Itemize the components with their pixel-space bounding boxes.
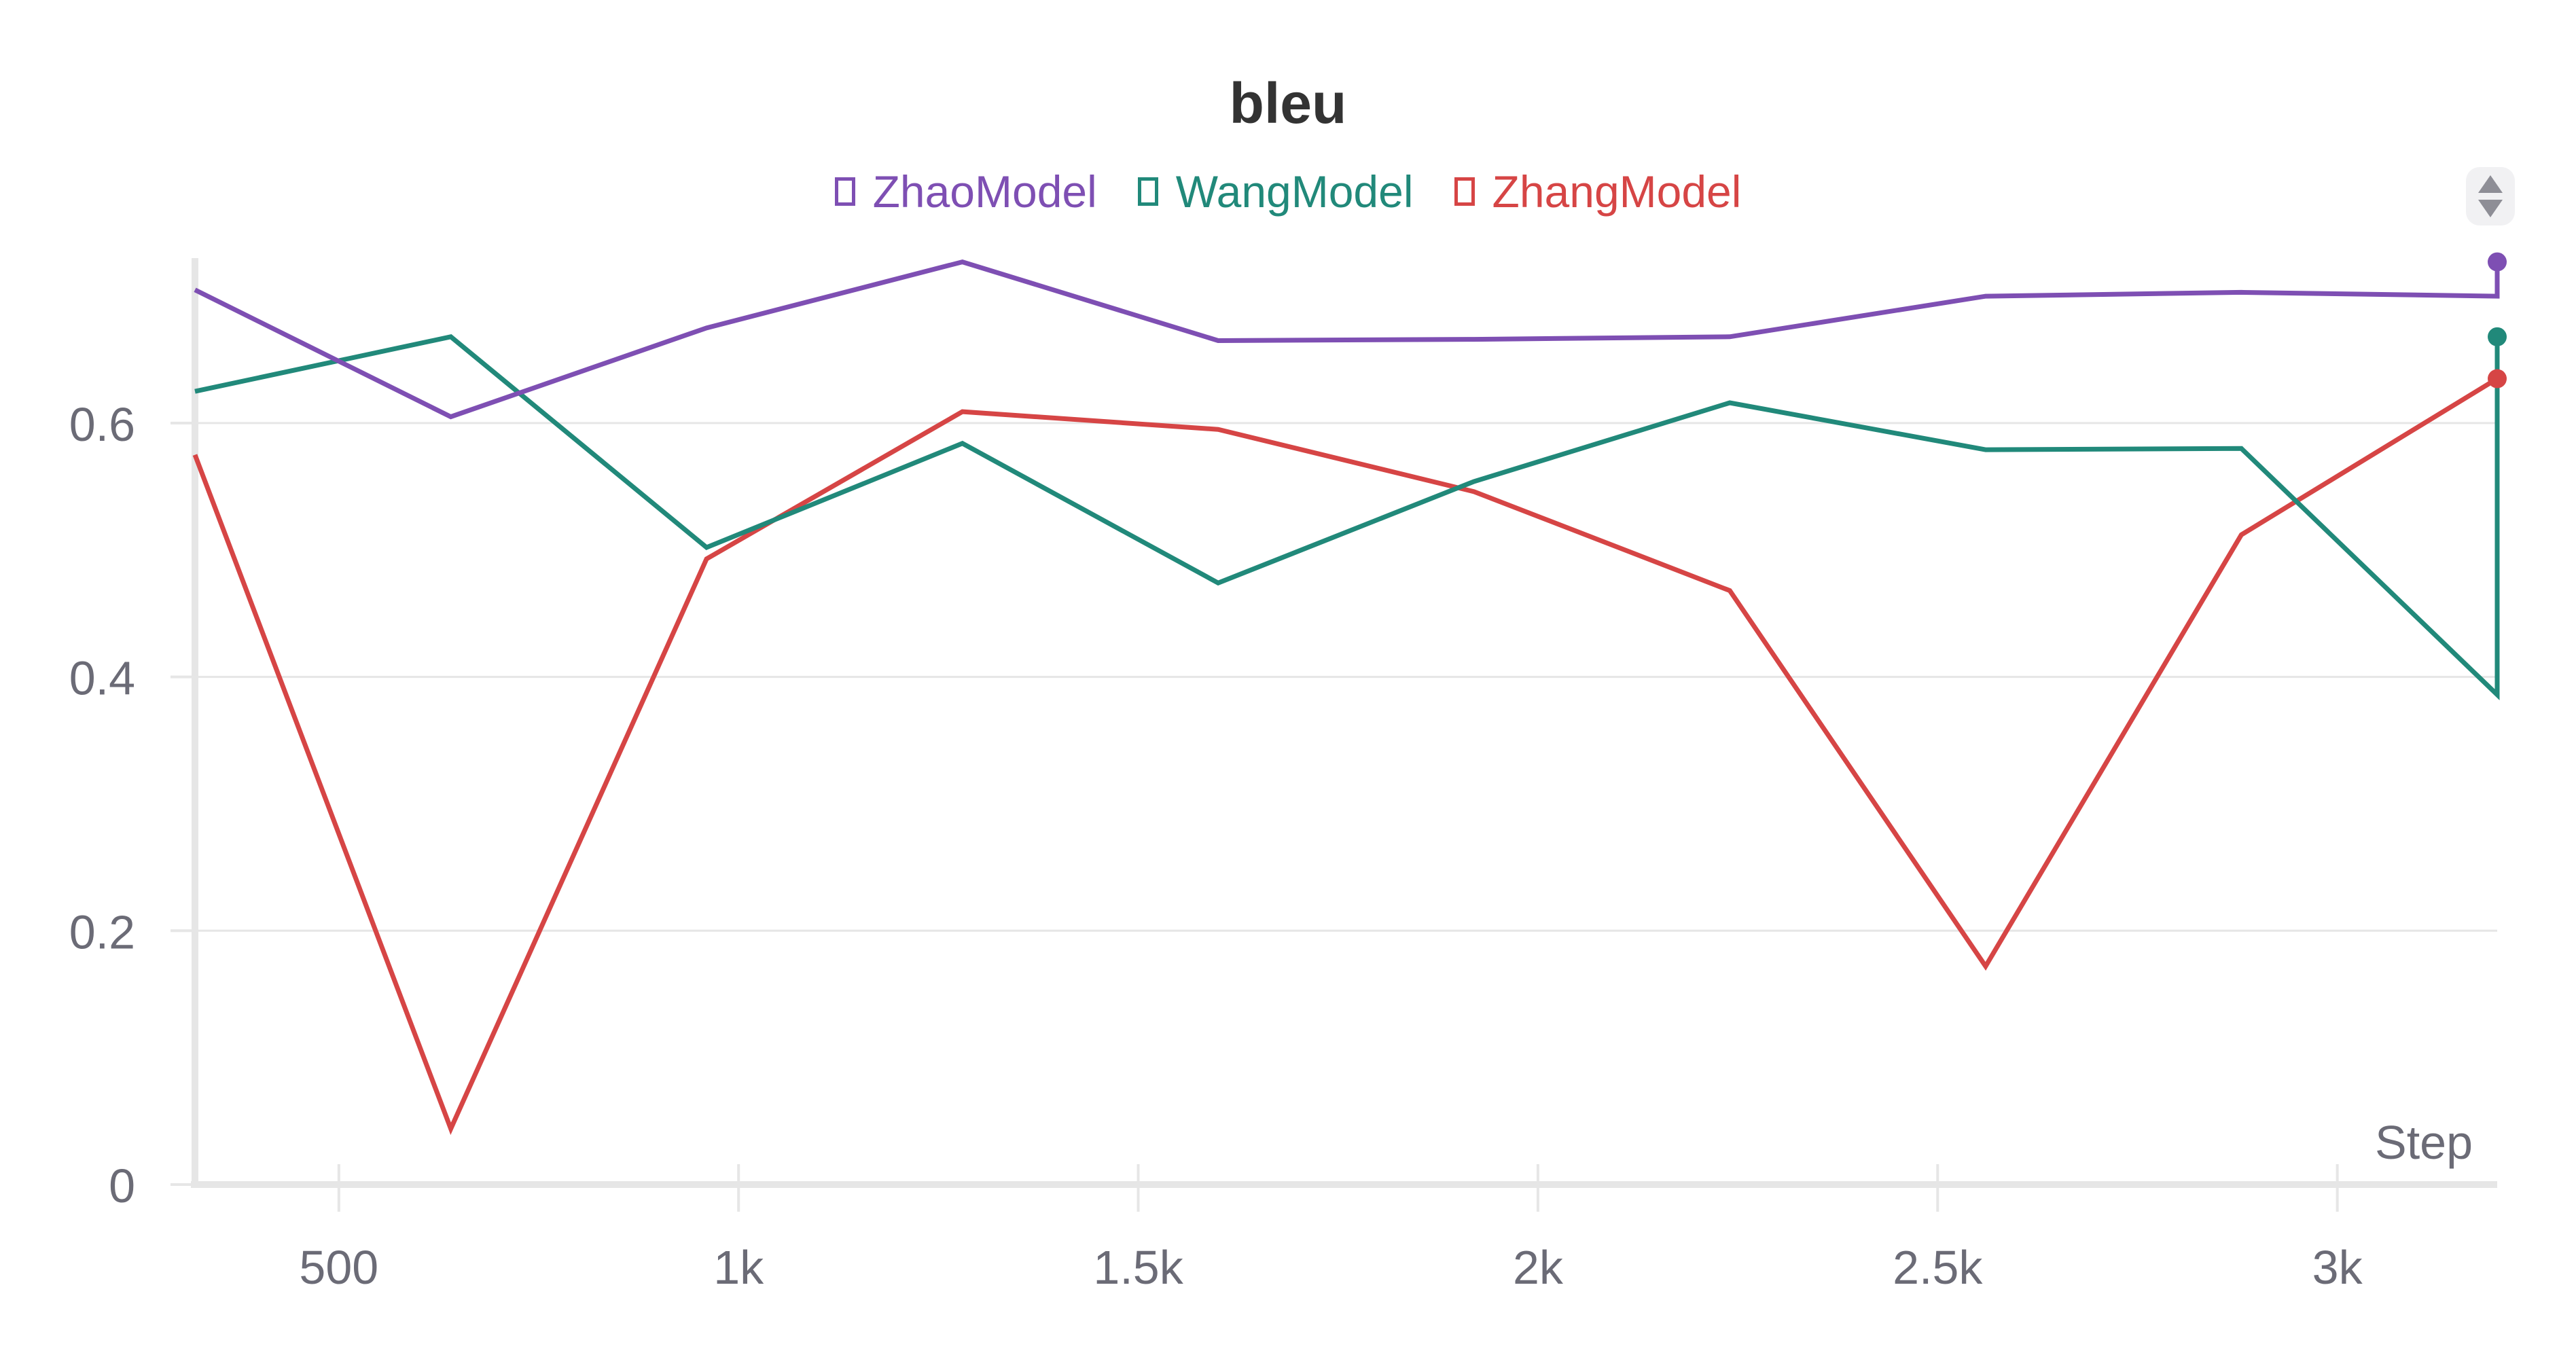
legend-item-zhaomodel[interactable]: ZhaoModel xyxy=(834,166,1097,217)
legend: ZhaoModel WangModel ZhangModel xyxy=(0,166,2576,217)
chart-title: bleu xyxy=(1229,71,1347,135)
series-line-zhangmodel xyxy=(192,376,2499,1135)
series-end-marker-zhaomodel xyxy=(2488,252,2507,272)
legend-item-zhangmodel[interactable]: ZhangModel xyxy=(1454,166,1742,217)
series-end-marker-wangmodel xyxy=(2488,327,2507,346)
x-tick-label: 1k xyxy=(713,1241,764,1294)
legend-label: ZhaoModel xyxy=(872,166,1097,217)
x-tick-label: 2k xyxy=(1513,1241,1564,1294)
arrow-up-icon[interactable] xyxy=(2478,175,2503,193)
y-tick-label: 0.4 xyxy=(69,652,135,705)
series-line-zhaomodel xyxy=(194,259,2500,420)
series-line-wangmodel xyxy=(194,334,2500,701)
x-axis-title: Step xyxy=(2375,1116,2473,1169)
legend-label: ZhangModel xyxy=(1492,166,1742,217)
x-tick-label: 2.5k xyxy=(1893,1241,1983,1294)
legend-swatch-icon xyxy=(1137,177,1158,206)
legend-swatch-icon xyxy=(1454,177,1475,206)
x-tick-label: 1.5k xyxy=(1093,1241,1183,1294)
x-tick-label: 3k xyxy=(2312,1241,2363,1294)
legend-scroll-icon[interactable] xyxy=(2466,167,2515,226)
y-tick-label: 0.6 xyxy=(69,398,135,451)
legend-label: WangModel xyxy=(1175,166,1414,217)
y-tick-label: 0.2 xyxy=(69,905,135,958)
legend-item-wangmodel[interactable]: WangModel xyxy=(1137,166,1414,217)
legend-swatch-icon xyxy=(834,177,855,206)
arrow-down-icon[interactable] xyxy=(2478,200,2503,217)
series-end-marker-zhangmodel xyxy=(2488,369,2507,389)
y-tick-label: 0 xyxy=(109,1159,135,1212)
x-tick-label: 500 xyxy=(299,1241,378,1294)
